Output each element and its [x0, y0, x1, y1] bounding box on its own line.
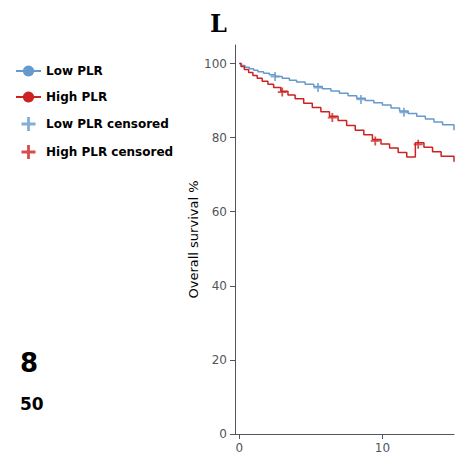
svg-text:0: 0: [219, 427, 227, 441]
svg-text:Low PLR: Low PLR: [46, 64, 103, 78]
svg-text:60: 60: [212, 205, 227, 219]
svg-text:High PLR censored: High PLR censored: [46, 145, 173, 159]
svg-text:L: L: [210, 9, 227, 38]
svg-text:100: 100: [204, 57, 227, 71]
svg-text:High PLR: High PLR: [46, 90, 107, 104]
svg-text:10: 10: [375, 441, 390, 455]
svg-text:20: 20: [212, 353, 227, 367]
svg-text:80: 80: [212, 131, 227, 145]
svg-text:8: 8: [20, 348, 38, 378]
svg-text:50: 50: [20, 394, 44, 414]
svg-text:40: 40: [212, 279, 227, 293]
svg-text:Low PLR censored: Low PLR censored: [46, 117, 169, 131]
svg-text:0: 0: [235, 441, 243, 455]
svg-text:Overall survival %: Overall survival %: [186, 180, 201, 298]
